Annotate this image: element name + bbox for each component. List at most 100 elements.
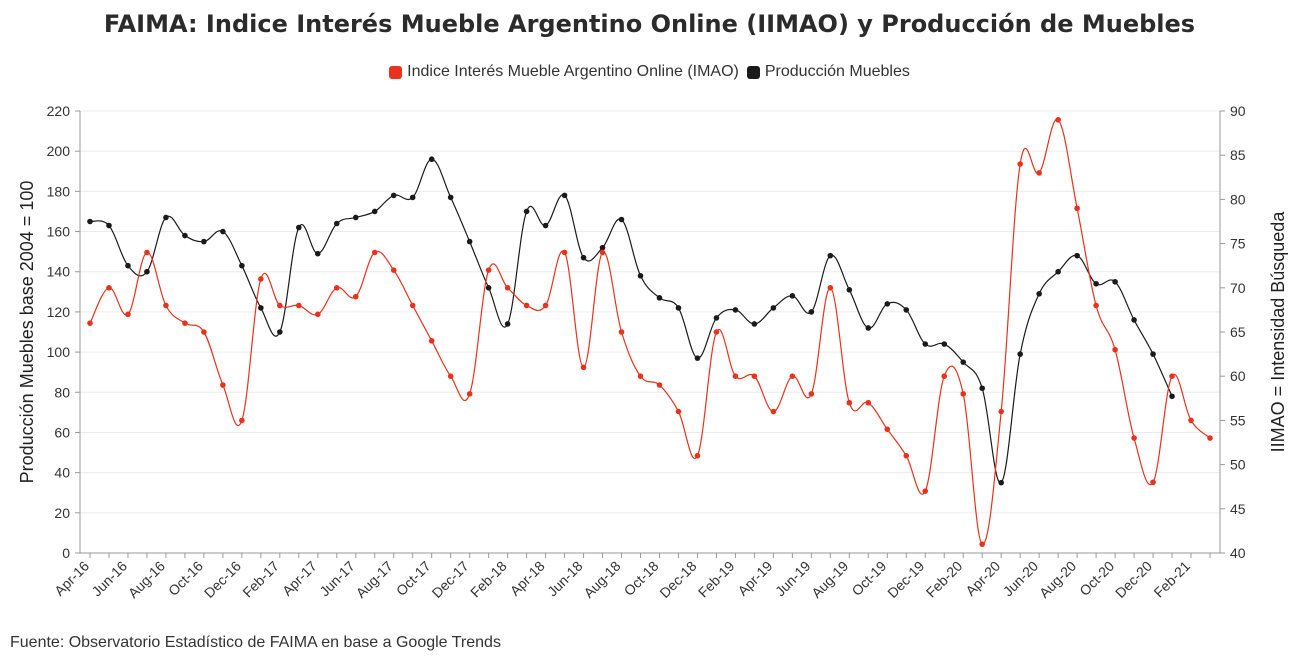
x-tick-label: Feb-17: [239, 558, 282, 601]
x-tick-label: Oct-16: [165, 558, 206, 599]
x-tick-label: Apr-19: [734, 558, 775, 599]
x-tick-label: Jun-16: [89, 558, 131, 600]
y-right-tick-label: 55: [1230, 412, 1246, 428]
data-point-imao: [580, 364, 587, 371]
y-left-tick-label: 100: [47, 344, 71, 360]
data-point-imao: [333, 285, 340, 291]
x-tick-label: Apr-20: [962, 558, 1003, 599]
data-point-produccion: [1150, 351, 1156, 357]
y-axis-right-title: IIMAO = Intensidad Búsqueda: [1268, 211, 1288, 453]
data-point-produccion: [884, 301, 891, 307]
data-point-produccion: [694, 355, 701, 361]
data-point-produccion: [580, 254, 587, 261]
x-tick-label: Oct-17: [393, 558, 434, 599]
x-tick-label: Oct-19: [848, 558, 889, 599]
data-point-imao: [144, 249, 150, 256]
data-point-imao: [125, 311, 131, 318]
data-point-imao: [1055, 117, 1061, 123]
y-left-tick-label: 160: [47, 224, 71, 240]
x-tick-label: Dec-17: [429, 558, 472, 601]
x-tick-label: Feb-21: [1150, 558, 1193, 601]
data-point-imao: [998, 408, 1004, 415]
y-left-tick-label: 120: [47, 304, 71, 320]
data-point-imao: [485, 267, 492, 273]
data-point-produccion: [827, 252, 834, 259]
grid-lines: [80, 110, 1220, 554]
data-point-imao: [561, 249, 568, 256]
data-point-imao: [827, 285, 834, 291]
data-point-imao: [1036, 170, 1042, 176]
x-tick-label: Dec-19: [884, 558, 927, 601]
legend-item-produccion[interactable]: Producción Muebles: [746, 63, 910, 81]
data-point-imao: [618, 329, 625, 335]
data-point-produccion: [656, 295, 663, 301]
legend-label-imao: Indice Interés Mueble Argentino Online (…: [407, 63, 739, 80]
data-point-produccion: [201, 238, 207, 245]
x-tick-label: Apr-16: [51, 558, 92, 599]
data-point-produccion: [637, 272, 644, 279]
data-point-produccion: [296, 224, 302, 231]
y-right-tick-label: 75: [1230, 236, 1246, 252]
data-point-produccion: [428, 156, 435, 163]
x-tick-label: Aug-17: [353, 558, 396, 601]
data-point-produccion: [220, 228, 226, 235]
data-point-imao: [390, 267, 397, 273]
data-point-imao: [1093, 302, 1099, 309]
series-lines: [87, 117, 1213, 547]
data-point-imao: [466, 391, 473, 397]
legend-item-imao[interactable]: Indice Interés Mueble Argentino Online (…: [389, 63, 739, 81]
data-point-imao: [846, 399, 853, 406]
y-left-tick-label: 140: [47, 264, 71, 280]
data-point-produccion: [352, 214, 359, 221]
y-right-tick-label: 90: [1230, 103, 1246, 119]
x-tick-label: Jun-18: [544, 558, 586, 600]
data-point-imao: [182, 320, 188, 326]
data-point-imao: [504, 285, 511, 291]
x-tick-label: Dec-18: [656, 558, 699, 601]
data-point-imao: [1169, 373, 1175, 380]
data-point-imao: [106, 285, 112, 291]
data-point-imao: [352, 293, 359, 300]
y-right-tick-label: 85: [1230, 147, 1246, 163]
data-point-imao: [428, 338, 435, 344]
data-point-imao: [922, 488, 929, 494]
x-tick-label: Jun-19: [772, 558, 814, 600]
data-point-produccion: [941, 341, 948, 347]
data-point-produccion: [144, 268, 150, 275]
data-point-imao: [751, 373, 758, 380]
y-right-tick-label: 70: [1230, 280, 1246, 296]
y-left-tick-label: 80: [54, 384, 70, 400]
data-point-imao: [865, 399, 872, 406]
data-point-produccion: [239, 262, 245, 269]
data-point-imao: [220, 382, 226, 388]
y-right-tick-label: 60: [1230, 368, 1246, 384]
data-point-imao: [371, 249, 378, 256]
data-point-produccion: [182, 232, 188, 239]
series-line-imao: [89, 119, 1211, 545]
data-point-produccion: [599, 244, 606, 251]
data-point-imao: [884, 426, 891, 433]
data-point-imao: [1207, 435, 1213, 441]
data-point-produccion: [618, 216, 625, 223]
x-tick-label: Jun-20: [1000, 558, 1042, 600]
legend-swatch-produccion: [746, 65, 760, 79]
data-point-imao: [732, 373, 739, 380]
data-point-produccion: [979, 385, 986, 392]
y-left-tick-label: 20: [54, 505, 70, 521]
legend-label-produccion: Producción Muebles: [764, 63, 910, 80]
data-point-produccion: [1093, 280, 1099, 287]
chart-title: FAIMA: Indice Interés Mueble Argentino O…: [103, 10, 1196, 38]
y-right-tick-label: 45: [1230, 501, 1246, 517]
data-point-produccion: [1074, 252, 1080, 259]
data-point-produccion: [675, 305, 682, 311]
y-axis-left-title: Producción Muebles base 2004 = 100: [17, 181, 37, 484]
x-tick-label: Aug-19: [808, 558, 851, 601]
x-tick-label: Jun-17: [316, 558, 358, 600]
data-point-imao: [409, 302, 416, 309]
data-point-imao: [239, 417, 245, 424]
data-point-produccion: [163, 214, 169, 221]
data-point-imao: [770, 408, 777, 415]
data-point-imao: [542, 302, 549, 309]
data-point-produccion: [789, 293, 796, 299]
